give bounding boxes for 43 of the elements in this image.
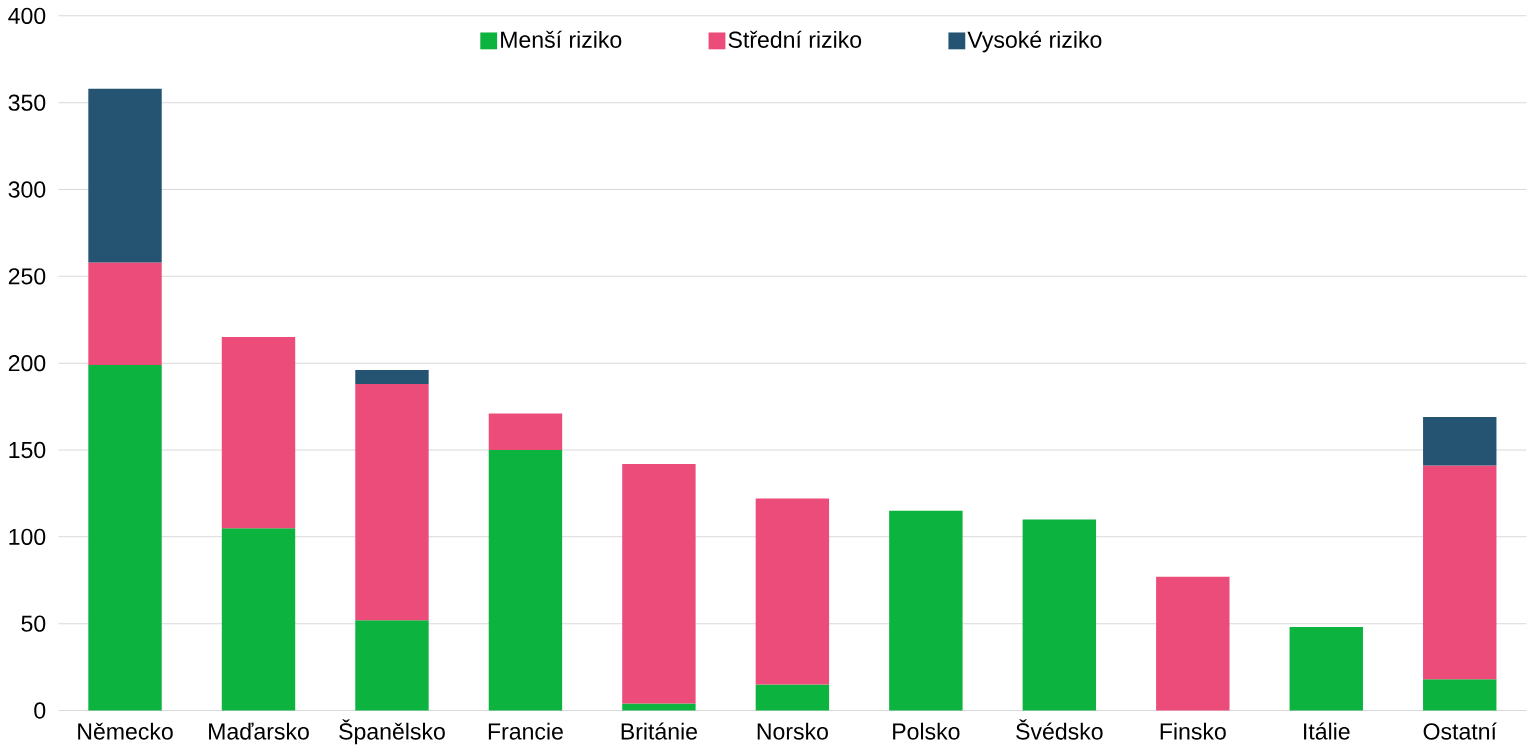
- x-tick-label: Maďarsko: [209, 722, 309, 740]
- bar: [1156, 576, 1230, 711]
- x-tick-label: Španělsko: [339, 719, 445, 745]
- y-tick-label: 200: [8, 354, 46, 372]
- bar: [488, 449, 563, 711]
- y-tick-label: 0: [34, 702, 46, 719]
- bar: [1423, 416, 1497, 466]
- x-tick-label: Itálie: [1304, 722, 1350, 740]
- y-tick-label: 250: [8, 267, 46, 285]
- bar: [221, 527, 296, 711]
- bar: [1289, 626, 1363, 711]
- x-tick-label: Ostatní: [1423, 722, 1497, 740]
- bar: [1423, 465, 1497, 680]
- bar: [88, 262, 162, 365]
- bar: [88, 364, 162, 711]
- bar: [221, 336, 296, 528]
- x-tick-label: Finsko: [1160, 722, 1226, 740]
- x-tick-label: Británie: [621, 722, 697, 740]
- bar: [355, 383, 429, 620]
- bar: [355, 369, 429, 384]
- bar: [889, 510, 963, 711]
- x-tick-label: Německo: [78, 722, 173, 740]
- bar: [622, 463, 696, 704]
- x-tick-label: Švédsko: [1016, 719, 1103, 740]
- y-tick-label: 100: [9, 528, 46, 545]
- bar: [1423, 679, 1497, 711]
- legend-label: Střední riziko: [728, 30, 862, 48]
- bar: [1022, 519, 1097, 711]
- x-tick-label: Polsko: [893, 722, 960, 740]
- bar: [755, 498, 830, 685]
- y-tick-label: 300: [8, 181, 46, 198]
- y-tick-label: 50: [21, 615, 46, 632]
- legend-label: Vysoké riziko: [967, 30, 1102, 53]
- y-tick-label: 350: [8, 94, 46, 111]
- bar: [88, 88, 162, 263]
- y-tick-label: 400: [8, 7, 46, 24]
- bar: [355, 619, 429, 711]
- legend-label: Menší riziko: [501, 30, 622, 48]
- x-tick-label: Francie: [488, 722, 563, 740]
- bar: [755, 684, 830, 711]
- x-tick-label: Norsko: [757, 722, 828, 740]
- y-tick-label: 150: [9, 441, 46, 458]
- bar: [488, 413, 563, 450]
